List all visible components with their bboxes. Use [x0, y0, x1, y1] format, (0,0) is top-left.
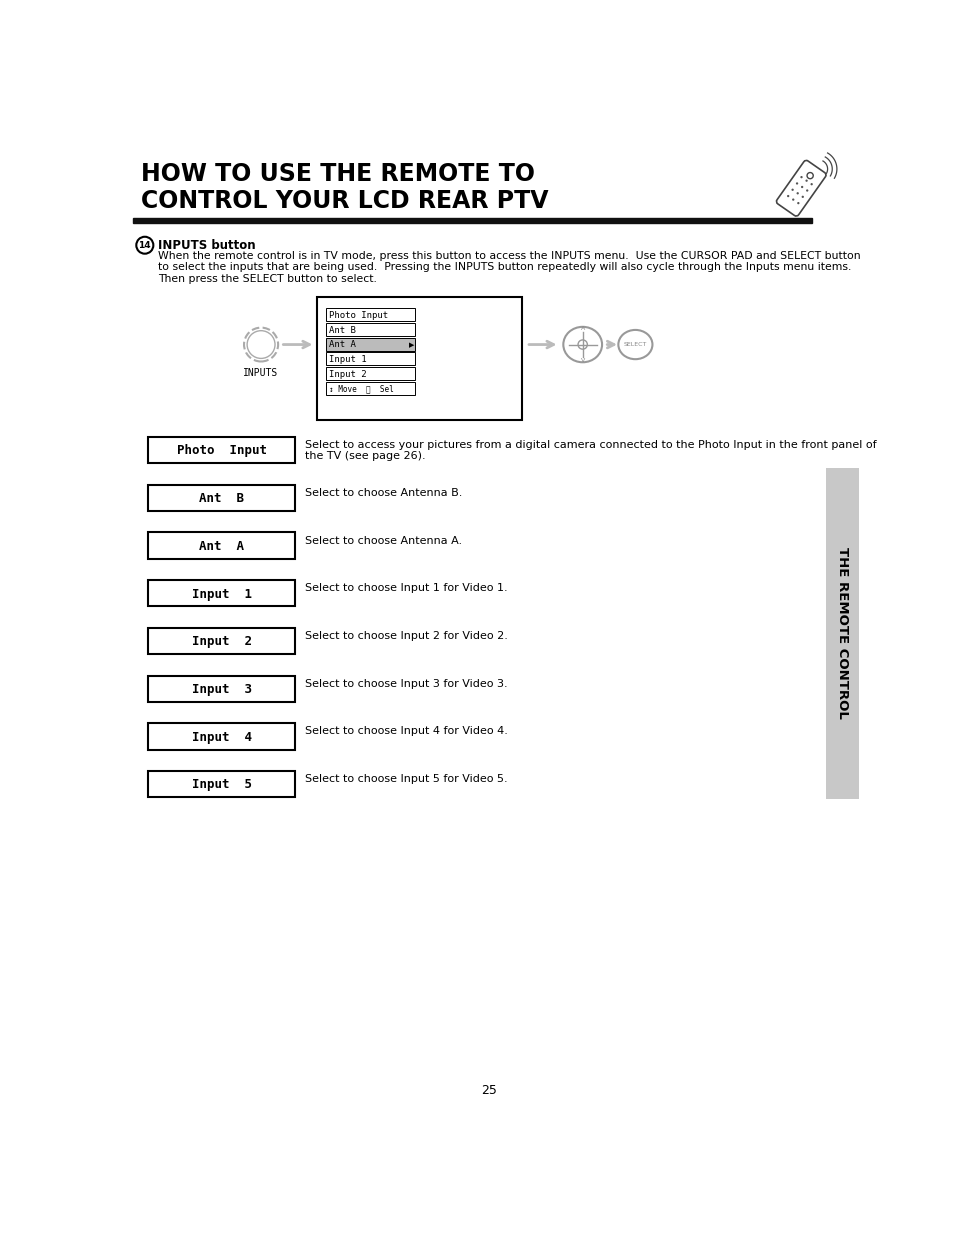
- Text: Select to choose Input 2 for Video 2.: Select to choose Input 2 for Video 2.: [305, 631, 508, 641]
- Text: Select to choose Input 1 for Video 1.: Select to choose Input 1 for Video 1.: [305, 583, 507, 593]
- Circle shape: [801, 185, 802, 188]
- Bar: [825, 468, 858, 799]
- Text: 25: 25: [480, 1084, 497, 1097]
- Circle shape: [786, 195, 788, 198]
- Text: Select to choose Antenna A.: Select to choose Antenna A.: [305, 536, 462, 546]
- Circle shape: [805, 189, 807, 191]
- Text: Ant B: Ant B: [329, 326, 355, 335]
- Text: THE REMOTE CONTROL: THE REMOTE CONTROL: [835, 547, 848, 719]
- Text: HOW TO USE THE REMOTE TO: HOW TO USE THE REMOTE TO: [141, 162, 535, 186]
- Text: Ant A: Ant A: [329, 341, 355, 350]
- Circle shape: [791, 189, 793, 191]
- Bar: [326, 324, 415, 336]
- Text: the TV (see page 26).: the TV (see page 26).: [305, 451, 425, 461]
- Text: Input  2: Input 2: [192, 635, 252, 648]
- Text: Select to choose Input 5 for Video 5.: Select to choose Input 5 for Video 5.: [305, 774, 507, 784]
- Text: Input  4: Input 4: [192, 731, 252, 743]
- Text: INPUTS button: INPUTS button: [158, 240, 255, 252]
- Text: CONTROL YOUR LCD REAR PTV: CONTROL YOUR LCD REAR PTV: [141, 189, 548, 212]
- Bar: [326, 382, 415, 395]
- Bar: [148, 484, 294, 511]
- Bar: [133, 219, 811, 222]
- Bar: [148, 532, 294, 558]
- Text: Photo Input: Photo Input: [329, 311, 388, 320]
- Bar: [148, 580, 294, 606]
- Bar: [316, 296, 521, 420]
- Text: Select to choose Antenna B.: Select to choose Antenna B.: [305, 488, 462, 498]
- Text: Input  3: Input 3: [192, 683, 252, 697]
- Bar: [148, 771, 294, 798]
- Text: Ant  A: Ant A: [199, 540, 244, 553]
- Circle shape: [791, 199, 794, 201]
- Text: V: V: [580, 358, 584, 363]
- Text: ▶: ▶: [409, 342, 414, 348]
- Circle shape: [795, 183, 798, 184]
- Text: Select to choose Input 4 for Video 4.: Select to choose Input 4 for Video 4.: [305, 726, 508, 736]
- Bar: [148, 724, 294, 750]
- Text: Input  1: Input 1: [192, 588, 252, 600]
- Circle shape: [804, 179, 807, 182]
- Bar: [148, 627, 294, 655]
- Text: Select to access your pictures from a digital camera connected to the Photo Inpu: Select to access your pictures from a di…: [305, 440, 876, 450]
- Circle shape: [796, 193, 798, 194]
- Text: ↕ Move  Ⓞ  Sel: ↕ Move Ⓞ Sel: [329, 384, 394, 393]
- Text: Input  5: Input 5: [192, 778, 252, 792]
- Text: SELECT: SELECT: [623, 342, 646, 347]
- Bar: [326, 309, 415, 321]
- Text: Input 1: Input 1: [329, 356, 367, 364]
- Circle shape: [810, 183, 812, 185]
- Text: 14: 14: [138, 241, 151, 249]
- Text: Then press the SELECT button to select.: Then press the SELECT button to select.: [158, 274, 376, 284]
- Text: Photo  Input: Photo Input: [176, 445, 266, 457]
- Text: Select to choose Input 3 for Video 3.: Select to choose Input 3 for Video 3.: [305, 679, 507, 689]
- Bar: [326, 337, 415, 351]
- Text: Input 2: Input 2: [329, 369, 367, 379]
- Text: INPUTS: INPUTS: [243, 368, 278, 378]
- Bar: [148, 437, 294, 463]
- Circle shape: [800, 175, 801, 178]
- Bar: [326, 352, 415, 366]
- Circle shape: [578, 340, 587, 350]
- Circle shape: [801, 195, 803, 198]
- Text: to select the inputs that are being used.  Pressing the INPUTS button repeatedly: to select the inputs that are being used…: [158, 262, 850, 272]
- Text: When the remote control is in TV mode, press this button to access the INPUTS me: When the remote control is in TV mode, p…: [158, 251, 860, 261]
- Bar: [326, 367, 415, 380]
- Bar: [148, 676, 294, 701]
- Text: A: A: [580, 326, 584, 331]
- Text: Ant  B: Ant B: [199, 492, 244, 505]
- Circle shape: [797, 203, 799, 204]
